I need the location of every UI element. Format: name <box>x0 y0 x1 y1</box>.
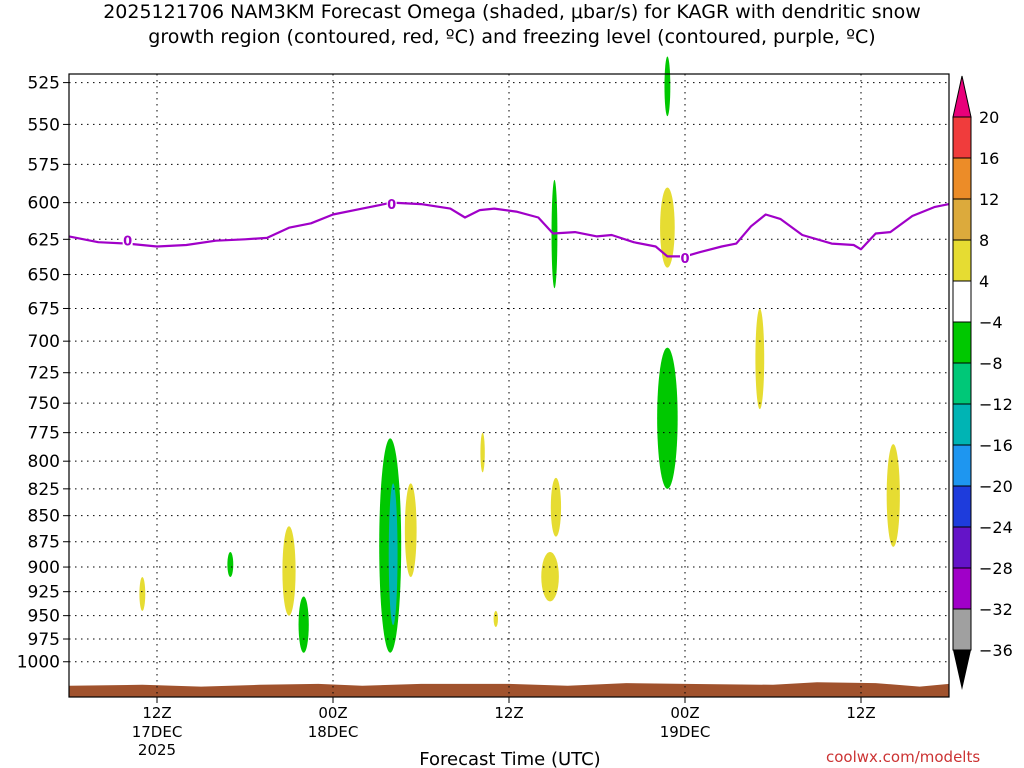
colorbar-swatch-10 <box>952 485 972 528</box>
y-tick-label-675: 675 <box>28 299 60 319</box>
y-tick-label-1000: 1000 <box>17 653 60 673</box>
x-tick-label-h30: 12Z <box>494 704 523 722</box>
colorbar-label-2: 12 <box>979 190 999 209</box>
omega-region-11 <box>541 551 559 602</box>
colorbar-swatch-2 <box>952 157 972 200</box>
freezing-label-bg-2 <box>680 250 690 265</box>
x-tick-date-h6: 17DEC <box>132 723 183 741</box>
colorbar-swatch-4 <box>952 239 972 282</box>
y-tick-label-725: 725 <box>28 364 60 384</box>
grid-layer <box>69 74 949 697</box>
colorbar-swatch-11 <box>952 526 972 569</box>
chart-title-line2: growth region (contoured, red, ºC) and f… <box>148 26 876 48</box>
omega-region-14 <box>657 347 678 489</box>
x-tick-year-h6: 2025 <box>138 741 176 759</box>
omega-region-3 <box>298 596 309 653</box>
colorbar-swatch-8 <box>952 403 972 446</box>
freezing-label-bg-0 <box>122 233 133 248</box>
x-tick-label-h54: 12Z <box>846 704 875 722</box>
omega-region-2 <box>282 526 296 616</box>
freezing-level-label-1: 0 <box>387 198 396 213</box>
terrain-layer <box>69 682 949 697</box>
omega-shading-layer <box>139 56 900 653</box>
x-axis-label: Forecast Time (UTC) <box>419 749 600 768</box>
freezing-level-label-0: 0 <box>123 235 132 250</box>
omega-region-8 <box>493 610 498 627</box>
freezing-level-line <box>68 201 950 258</box>
y-tick-label-925: 925 <box>28 583 60 603</box>
colorbar-label-8: −16 <box>979 436 1013 455</box>
colorbar-label-13: −36 <box>979 641 1013 660</box>
colorbar-swatch-12 <box>952 567 972 610</box>
freezing-level-layer: 0 0 0 <box>68 197 950 267</box>
axes-layer: 525 550 575 600 625 650 675 700 725 750 775 800 825 8… <box>17 74 876 759</box>
y-tick-label-700: 700 <box>28 332 60 352</box>
colorbar: 20 16 12 8 4 −4 −8 −12 −16 −20 −24 −28 −32 −36 <box>952 75 1013 690</box>
terrain-fill <box>69 682 949 697</box>
y-tick-label-825: 825 <box>28 480 60 500</box>
omega-region-16 <box>886 444 900 547</box>
freezing-label-bg-1 <box>386 197 397 212</box>
colorbar-label-12: −32 <box>979 600 1013 619</box>
colorbar-label-10: −24 <box>979 518 1013 537</box>
y-tick-label-850: 850 <box>28 507 60 527</box>
colorbar-label-11: −28 <box>979 559 1013 578</box>
y-tick-label-550: 550 <box>28 115 60 135</box>
colorbar-label-4: 4 <box>979 272 989 291</box>
omega-region-7 <box>480 432 485 473</box>
colorbar-label-0: 20 <box>979 108 999 127</box>
chart-title: 2025121706 NAM3KM Forecast Omega (shaded… <box>0 0 1024 50</box>
colorbar-swatch-9 <box>952 444 972 487</box>
x-tick-date-h42: 19DEC <box>660 723 711 741</box>
omega-region-10 <box>550 477 562 537</box>
colorbar-swatch-7 <box>952 362 972 405</box>
x-tick-label-h6: 12Z <box>142 704 171 722</box>
colorbar-label-5: −4 <box>979 313 1003 332</box>
colorbar-label-6: −8 <box>979 354 1003 373</box>
y-tick-label-800: 800 <box>28 452 60 472</box>
x-tick-label-h18: 00Z <box>318 704 347 722</box>
x-tick-date-h18: 18DEC <box>308 723 359 741</box>
credit-text: coolwx.com/modelts <box>826 748 981 766</box>
colorbar-label-7: −12 <box>979 395 1013 414</box>
colorbar-top-arrow <box>952 75 972 118</box>
colorbar-label-3: 8 <box>979 231 989 250</box>
colorbar-swatch-3 <box>952 198 972 241</box>
colorbar-label-9: −20 <box>979 477 1013 496</box>
y-tick-label-750: 750 <box>28 394 60 414</box>
colorbar-label-1: 16 <box>979 149 999 168</box>
omega-region-5 <box>388 483 398 626</box>
freezing-level-label-2: 0 <box>680 252 689 267</box>
y-tick-label-900: 900 <box>28 558 60 578</box>
omega-region-15 <box>755 308 765 410</box>
colorbar-swatch-5 <box>952 280 972 323</box>
y-tick-label-950: 950 <box>28 607 60 627</box>
x-tick-label-h42: 00Z <box>670 704 699 722</box>
omega-region-6 <box>404 483 417 577</box>
omega-region-0 <box>139 576 146 611</box>
y-tick-label-775: 775 <box>28 424 60 444</box>
colorbar-swatch-13 <box>952 608 972 651</box>
y-tick-label-600: 600 <box>28 194 60 214</box>
y-tick-label-650: 650 <box>28 266 60 286</box>
y-tick-label-975: 975 <box>28 630 60 650</box>
omega-region-12 <box>664 56 671 117</box>
chart-title-line1: 2025121706 NAM3KM Forecast Omega (shaded… <box>103 1 921 23</box>
colorbar-swatch-1 <box>952 116 972 159</box>
colorbar-bottom-arrow <box>953 650 971 690</box>
y-tick-label-525: 525 <box>28 74 60 94</box>
y-tick-label-625: 625 <box>28 230 60 250</box>
plot-frame <box>68 73 950 698</box>
y-tick-label-875: 875 <box>28 533 60 553</box>
omega-region-13 <box>660 187 675 268</box>
y-tick-label-575: 575 <box>28 155 60 175</box>
omega-region-1 <box>227 551 234 577</box>
colorbar-swatch-6 <box>952 321 972 364</box>
